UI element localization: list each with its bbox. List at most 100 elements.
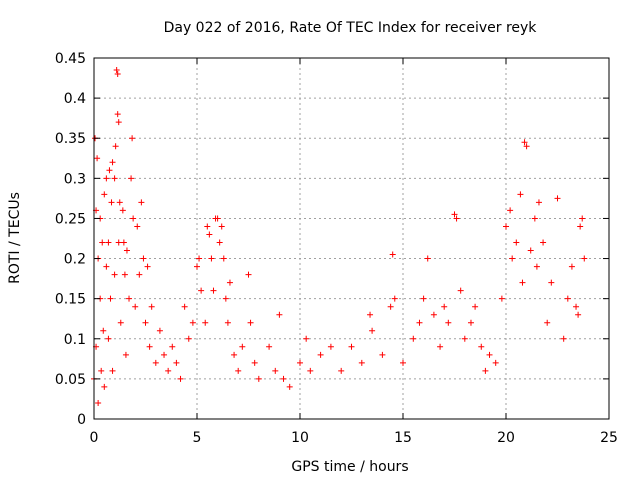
data-point xyxy=(430,311,437,318)
data-point xyxy=(540,239,547,246)
data-point xyxy=(509,255,516,262)
data-point xyxy=(105,335,112,342)
data-point xyxy=(220,255,227,262)
data-point xyxy=(103,175,110,182)
data-point xyxy=(148,303,155,310)
data-point xyxy=(185,335,192,342)
data-point xyxy=(109,367,116,374)
data-point xyxy=(544,319,551,326)
data-point xyxy=(338,367,345,374)
y-tick-label: 0.25 xyxy=(55,211,86,227)
data-point xyxy=(235,367,242,374)
data-point xyxy=(507,207,514,214)
data-point xyxy=(498,295,505,302)
data-point xyxy=(122,351,129,358)
data-point xyxy=(327,343,334,350)
data-point xyxy=(575,311,582,318)
x-tick-label: 0 xyxy=(90,430,99,446)
data-point xyxy=(410,335,417,342)
data-point xyxy=(165,367,172,374)
data-point xyxy=(231,351,238,358)
data-point xyxy=(379,351,386,358)
data-point xyxy=(391,295,398,302)
data-point xyxy=(420,295,427,302)
data-point xyxy=(303,335,310,342)
data-point xyxy=(554,195,561,202)
data-point xyxy=(138,199,145,206)
data-point xyxy=(387,303,394,310)
data-point xyxy=(535,199,542,206)
grid-lines xyxy=(94,58,609,419)
data-point xyxy=(198,287,205,294)
data-point xyxy=(416,319,423,326)
data-point xyxy=(457,287,464,294)
data-point xyxy=(560,335,567,342)
y-tick-label: 0.45 xyxy=(55,51,86,67)
data-point xyxy=(445,319,452,326)
x-tick-label: 15 xyxy=(394,430,412,446)
data-point xyxy=(113,67,120,74)
data-point xyxy=(513,239,520,246)
data-point xyxy=(134,223,141,230)
data-point xyxy=(255,375,262,382)
data-point xyxy=(204,223,211,230)
data-point xyxy=(129,135,136,142)
data-point xyxy=(98,367,105,374)
data-point xyxy=(169,343,176,350)
data-point xyxy=(144,263,151,270)
data-point xyxy=(297,359,303,366)
data-point xyxy=(482,367,489,374)
data-point xyxy=(245,271,252,278)
data-point xyxy=(224,319,231,326)
data-point xyxy=(577,223,584,230)
data-point xyxy=(114,71,121,78)
data-point xyxy=(194,263,200,270)
data-point xyxy=(103,263,110,270)
data-point xyxy=(400,359,406,366)
data-point xyxy=(123,247,130,254)
data-point xyxy=(130,215,137,222)
data-point xyxy=(266,343,273,350)
data-point xyxy=(119,207,126,214)
data-point xyxy=(272,367,279,374)
data-point xyxy=(389,251,396,258)
data-point xyxy=(206,231,213,238)
data-point xyxy=(114,111,121,118)
data-point xyxy=(202,319,209,326)
data-point xyxy=(581,255,588,262)
x-tick-label: 10 xyxy=(291,430,309,446)
x-tick-label: 25 xyxy=(600,430,618,446)
data-point xyxy=(461,335,468,342)
data-point xyxy=(531,215,538,222)
x-axis-label: GPS time / hours xyxy=(291,459,408,475)
data-point xyxy=(111,271,118,278)
data-point xyxy=(106,167,113,174)
x-tick-label: 20 xyxy=(497,430,515,446)
data-point xyxy=(251,359,258,366)
data-point xyxy=(579,215,586,222)
data-point xyxy=(132,303,139,310)
data-point xyxy=(226,279,233,286)
data-point xyxy=(222,295,229,302)
y-tick-label: 0.2 xyxy=(64,252,86,268)
data-point xyxy=(247,319,254,326)
data-point xyxy=(437,343,444,350)
data-point xyxy=(533,263,540,270)
data-point xyxy=(120,239,127,246)
y-tick-label: 0 xyxy=(77,412,86,428)
data-point xyxy=(367,311,374,318)
data-point xyxy=(573,303,580,310)
data-point xyxy=(348,343,355,350)
data-point xyxy=(99,239,106,246)
data-point xyxy=(177,375,184,382)
data-point xyxy=(523,143,530,150)
data-point xyxy=(503,223,509,230)
data-point xyxy=(548,279,555,286)
data-point xyxy=(424,255,431,262)
data-point xyxy=(564,295,571,302)
axes: 0 5 10 15 20 25 0 0.05 0.1 0.15 0.2 0.25 0.3 0.35 0.4 0… xyxy=(55,51,618,446)
data-point xyxy=(189,319,196,326)
y-tick-label: 0.15 xyxy=(55,292,86,308)
data-point xyxy=(478,343,485,350)
data-point xyxy=(486,351,493,358)
